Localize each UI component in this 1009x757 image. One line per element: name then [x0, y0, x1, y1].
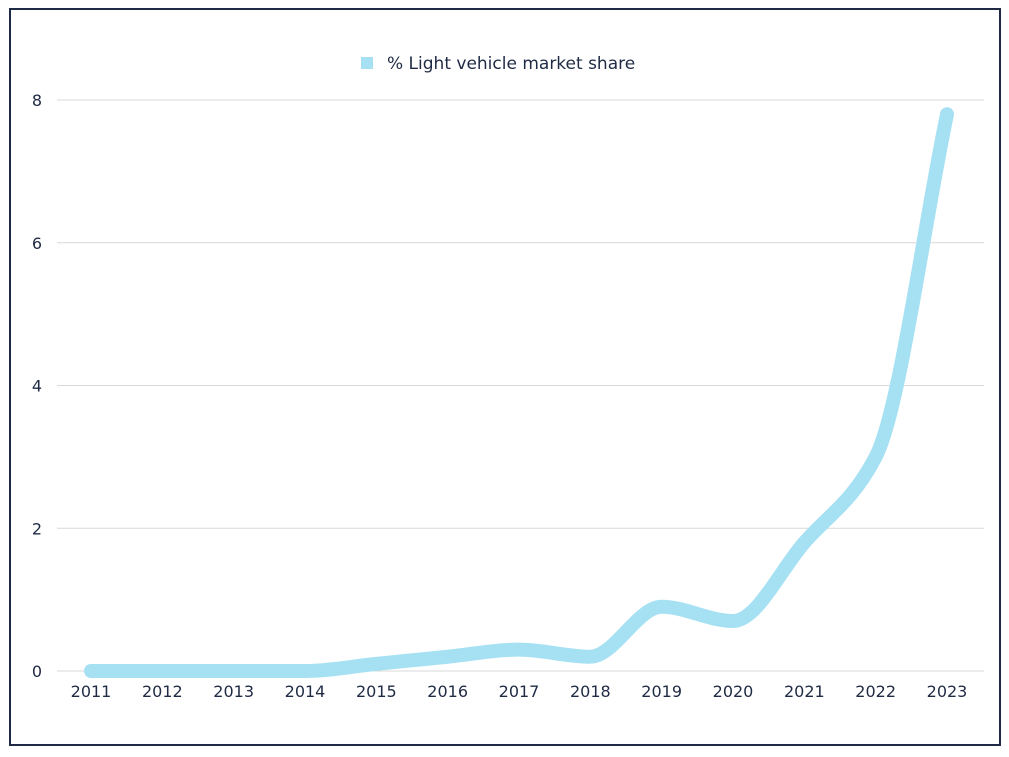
- x-tick-label: 2016: [427, 682, 468, 701]
- y-axis-ticks: 0 2 4 6 8: [32, 91, 42, 681]
- x-tick-label: 2019: [641, 682, 682, 701]
- y-tick-label: 8: [32, 91, 42, 110]
- legend-label: % Light vehicle market share: [387, 54, 635, 74]
- x-tick-label: 2017: [499, 682, 540, 701]
- y-tick-label: 6: [32, 234, 42, 253]
- y-tick-label: 4: [32, 377, 42, 396]
- legend: % Light vehicle market share: [361, 54, 635, 74]
- y-tick-label: 0: [32, 662, 42, 681]
- x-tick-label: 2020: [713, 682, 754, 701]
- gridlines: [57, 99, 984, 672]
- x-tick-label: 2021: [784, 682, 825, 701]
- x-tick-label: 2023: [927, 682, 968, 701]
- x-tick-label: 2018: [570, 682, 611, 701]
- series-line-0: [84, 107, 954, 678]
- x-tick-label: 2014: [285, 682, 326, 701]
- x-tick-label: 2015: [356, 682, 397, 701]
- legend-swatch: [361, 57, 373, 69]
- x-tick-label: 2012: [142, 682, 183, 701]
- x-tick-label: 2022: [855, 682, 896, 701]
- x-axis-ticks: 2011 2012 2013 2014 2015 2016 2017 2018 2019 2020…: [71, 682, 968, 701]
- x-tick-label: 2013: [213, 682, 254, 701]
- chart-frame: [9, 8, 1001, 746]
- y-tick-label: 2: [32, 519, 42, 538]
- x-tick-label: 2011: [71, 682, 112, 701]
- series-layer: [84, 107, 954, 678]
